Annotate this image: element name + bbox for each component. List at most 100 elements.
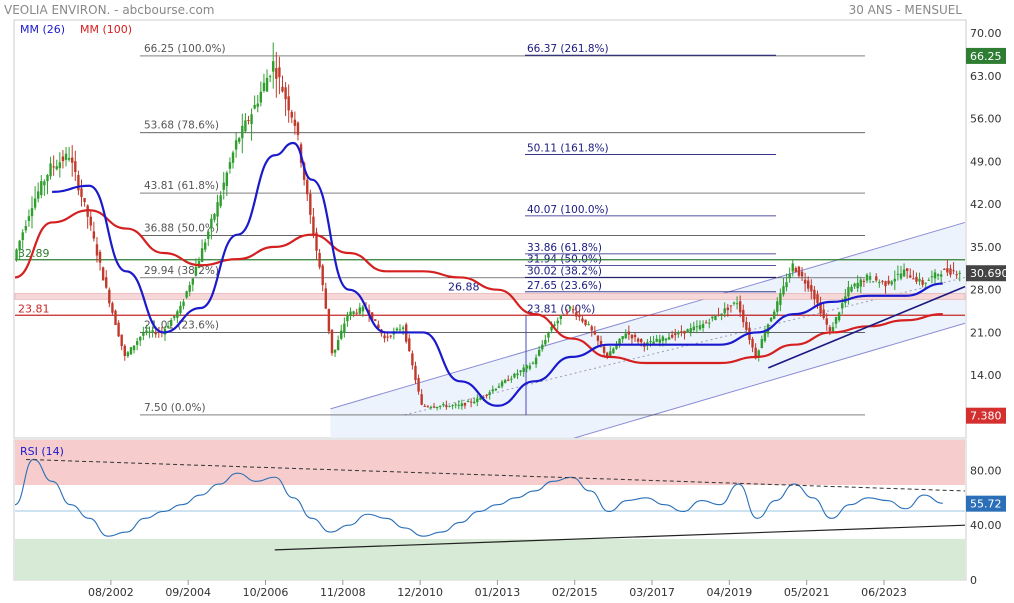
price-candle [52,166,55,168]
price-candle [837,312,841,321]
price-candle [763,332,767,341]
price-candle [723,308,726,314]
price-candle [182,301,185,307]
x-tick-label: 12/2010 [397,586,443,599]
price-candle [565,312,569,314]
x-tick-label: 08/2002 [88,586,134,599]
price-candle [479,397,482,400]
price-candle [216,202,219,217]
price-candle [754,347,757,359]
price-candle [374,319,377,321]
price-candle [15,249,18,260]
price-candle [306,179,309,195]
price-candle [417,378,420,392]
price-candle [154,332,157,335]
price-candle [664,338,668,341]
price-candle [828,327,832,332]
x-tick-label: 01/2013 [475,586,521,599]
price-badge-label: 66.25 [970,50,1002,63]
price-candle [528,365,532,369]
price-candle [915,276,918,282]
fib-retracement-label: 21.01 (23.6%) [144,319,219,331]
fib-retracement-label: 7.50 (0.0%) [144,402,206,414]
price-candle [324,288,327,309]
rsi-overbought-zone [15,440,965,485]
price-candle [414,365,417,381]
price-candle [958,272,961,274]
price-candle [46,175,49,182]
price-candle [652,341,655,344]
price-candle [884,281,887,287]
price-candle [439,405,442,407]
price-candle [423,405,426,407]
price-candle [813,289,816,300]
price-candle [135,341,139,345]
price-candle [859,279,862,287]
price-candle [77,175,80,191]
price-candle [426,406,430,408]
fib-retracement-label: 29.94 (38.2%) [144,265,219,277]
price-candle [519,370,522,373]
price-candle [463,403,467,406]
price-candle [683,330,686,334]
price-candle [290,111,293,118]
price-candle [494,388,498,391]
price-candle [21,232,24,241]
price-candle [61,156,65,162]
price-candle [117,322,120,337]
price-candle [658,339,661,343]
price-candle [36,191,40,199]
price-candle [868,276,872,280]
price-candle [847,287,850,297]
price-candle [816,294,819,304]
fib-extension-label: 40.07 (100.0%) [527,204,609,216]
price-badge [966,47,1006,64]
price-candle [890,281,893,285]
price-candle [596,335,600,341]
price-candle [222,182,225,190]
price-candle [871,281,875,283]
price-candle [841,303,844,309]
support-level-label: 32.89 [18,247,50,260]
price-candle [949,268,952,275]
price-candle [333,349,337,353]
price-candle [856,282,859,289]
price-candle [769,317,773,322]
fib-retracement-label: 43.81 (61.8%) [144,180,219,192]
price-candle [485,394,488,396]
price-candle [946,268,949,273]
price-candle [850,286,853,292]
price-candle [522,367,525,372]
price-candle [445,405,448,408]
price-candle [571,309,575,311]
price-candle [534,357,538,365]
rsi-y-tick-label: 40.00 [970,519,1002,532]
price-candle [717,314,720,316]
price-candle [692,326,695,331]
price-candle [408,338,411,351]
fib-retracement-label: 53.68 (78.6%) [144,120,219,132]
price-candle [253,104,256,109]
price-candle [649,341,652,343]
rsi-y-tick-label: 80.00 [970,464,1002,477]
price-candle [358,307,362,314]
price-candle [636,338,640,342]
price-candle [336,340,340,351]
price-candle [262,82,266,91]
price-candle [327,308,331,332]
price-candle [454,404,457,406]
price-candle [674,333,677,336]
price-candle [745,321,748,330]
price-candle [200,248,204,262]
resistance-zone [14,293,966,300]
price-candle [442,404,445,406]
price-candle [655,338,658,342]
price-candle [822,309,825,318]
price-candle [507,379,510,381]
price-candle [228,162,232,169]
price-candle [902,269,906,277]
price-candle [881,280,884,282]
price-y-tick-label: 28.00 [970,284,1002,297]
price-candle [126,352,130,357]
price-candle [98,251,102,263]
